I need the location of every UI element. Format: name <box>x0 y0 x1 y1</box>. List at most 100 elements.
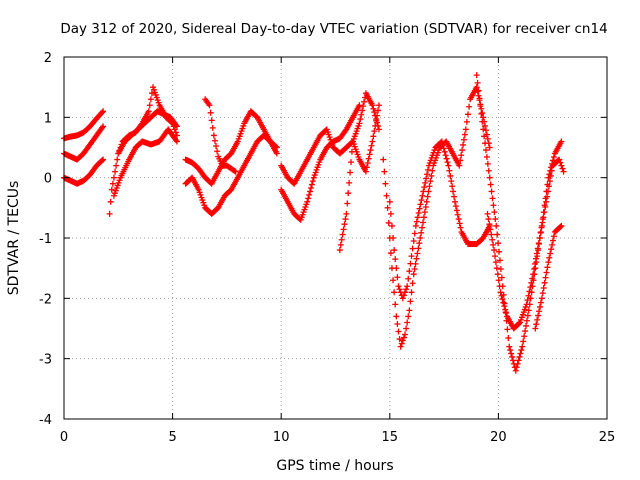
data-point-marker <box>483 153 490 160</box>
x-tick-label: 25 <box>599 430 616 445</box>
x-tick-label: 20 <box>490 430 507 445</box>
data-point-marker <box>559 165 566 172</box>
data-point-marker <box>399 295 406 302</box>
data-point-marker <box>393 313 400 320</box>
data-point-marker <box>495 240 502 247</box>
y-tick-label: 0 <box>44 172 52 187</box>
data-point-marker <box>524 312 531 319</box>
data-point-marker <box>421 184 428 191</box>
data-point-marker <box>548 167 555 174</box>
data-point-marker <box>106 210 113 217</box>
data-point-marker <box>513 364 520 371</box>
data-point-marker <box>338 236 345 243</box>
data-point-marker <box>520 338 527 345</box>
data-point-marker <box>409 280 416 287</box>
data-point-marker <box>482 122 489 129</box>
data-point-marker <box>172 129 179 136</box>
data-point-marker <box>493 222 500 229</box>
data-point-marker <box>388 222 395 229</box>
data-point-marker <box>114 156 121 163</box>
data-point-marker <box>371 128 378 135</box>
chart-title: Day 312 of 2020, Sidereal Day-to-day VTE… <box>60 21 607 37</box>
data-point-marker <box>373 116 380 123</box>
data-point-marker <box>429 167 436 174</box>
data-point-marker <box>492 216 499 223</box>
data-point-marker <box>540 214 547 221</box>
data-point-marker <box>476 95 483 102</box>
data-point-marker <box>538 224 545 231</box>
data-point-marker <box>498 292 505 299</box>
data-point-marker <box>515 357 522 364</box>
data-point-marker <box>100 123 107 130</box>
data-point-marker <box>461 131 468 138</box>
data-point-marker <box>457 157 464 164</box>
data-point-marker <box>440 145 447 152</box>
data-point-marker <box>490 241 497 248</box>
data-point-marker <box>209 124 216 131</box>
data-point-marker <box>558 138 565 145</box>
data-point-marker <box>307 188 314 195</box>
data-point-marker <box>173 123 180 130</box>
x-tick-label: 5 <box>168 430 176 445</box>
data-point-marker <box>409 245 416 252</box>
data-point-marker <box>557 223 564 230</box>
data-point-marker <box>479 118 486 125</box>
data-point-marker <box>539 290 546 297</box>
data-point-marker <box>394 320 401 327</box>
data-point-marker <box>546 178 553 185</box>
data-point-marker <box>382 180 389 187</box>
data-point-marker <box>348 159 355 166</box>
data-point-marker <box>412 260 419 267</box>
series-track-k <box>278 102 382 187</box>
data-point-marker <box>491 247 498 254</box>
data-point-marker <box>481 133 488 140</box>
data-point-marker <box>455 216 462 223</box>
data-point-marker <box>211 137 218 144</box>
data-point-marker <box>366 151 373 158</box>
data-point-marker <box>398 340 405 347</box>
data-point-marker <box>344 200 351 207</box>
data-point-marker <box>400 334 407 341</box>
data-point-marker <box>523 317 530 324</box>
data-point-marker <box>375 122 382 129</box>
data-point-marker <box>535 240 542 247</box>
data-point-marker <box>543 269 550 276</box>
data-point-marker <box>512 367 519 374</box>
grid-lines <box>64 57 607 419</box>
series-track-e <box>110 126 180 199</box>
data-point-marker <box>375 126 382 133</box>
data-point-marker <box>307 185 314 192</box>
data-point-marker <box>385 219 392 226</box>
data-point-marker <box>457 224 464 231</box>
data-point-marker <box>477 103 484 110</box>
data-point-marker <box>484 135 491 142</box>
data-point-marker <box>404 283 411 290</box>
data-point-marker <box>370 133 377 140</box>
data-point-marker <box>507 347 514 354</box>
data-point-marker <box>527 284 534 291</box>
data-point-marker <box>380 156 387 163</box>
data-point-marker <box>534 245 541 252</box>
series-track-j <box>278 102 363 223</box>
data-point-marker <box>488 188 495 195</box>
data-point-marker <box>213 142 220 149</box>
data-point-marker <box>304 198 311 205</box>
data-point-marker <box>518 347 525 354</box>
data-point-marker <box>109 180 116 187</box>
data-point-marker <box>542 274 549 281</box>
data-point-marker <box>447 172 454 179</box>
data-point-marker <box>391 247 398 254</box>
data-point-marker <box>99 157 106 164</box>
data-point-marker <box>359 107 366 114</box>
data-point-marker <box>557 159 564 166</box>
data-point-marker <box>372 112 379 119</box>
data-point-marker <box>487 226 494 233</box>
data-point-marker <box>516 320 523 327</box>
data-point-marker <box>443 155 450 162</box>
data-point-marker <box>390 277 397 284</box>
data-point-marker <box>528 279 535 286</box>
data-point-marker <box>444 159 451 166</box>
data-point-marker <box>459 147 466 154</box>
data-point-marker <box>419 192 426 199</box>
x-tick-label: 0 <box>60 430 68 445</box>
